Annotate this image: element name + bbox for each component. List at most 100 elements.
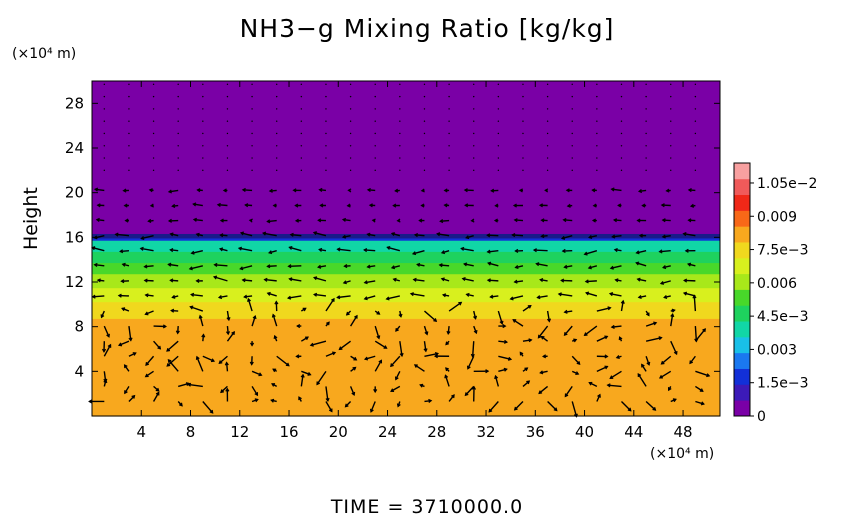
colorbar-segment xyxy=(734,336,750,354)
wind-dot xyxy=(596,132,598,135)
field-band xyxy=(92,201,720,205)
wind-arrow xyxy=(441,277,450,282)
x-tick-label: 40 xyxy=(575,423,594,441)
wind-arrow xyxy=(267,292,277,297)
field-band xyxy=(92,256,720,261)
wind-arrow xyxy=(191,293,203,297)
wind-dot xyxy=(670,108,672,110)
field-band xyxy=(92,326,720,331)
wind-arrow-head xyxy=(451,394,455,399)
wind-arrow-head xyxy=(583,332,588,336)
wind-dot xyxy=(251,132,253,135)
wind-arrow xyxy=(364,280,376,284)
wind-arrow xyxy=(167,359,179,372)
wind-arrow xyxy=(124,386,130,394)
wind-arrow-head xyxy=(124,218,129,223)
wind-arrow xyxy=(251,370,262,376)
wind-arrow xyxy=(596,365,608,372)
wind-dot xyxy=(177,132,179,135)
wind-dot xyxy=(374,95,376,98)
wind-dot xyxy=(374,83,376,86)
wind-arrow xyxy=(412,250,425,255)
field-band xyxy=(92,100,720,104)
wind-arrow-head xyxy=(702,328,706,333)
wind-vectors xyxy=(88,187,711,418)
wind-arrow-head xyxy=(353,356,358,361)
wind-arrow-head xyxy=(489,294,494,299)
wind-arrow xyxy=(313,276,327,282)
wind-dot xyxy=(152,95,155,98)
wind-arrow-head xyxy=(433,318,438,322)
wind-arrow-head xyxy=(493,218,498,223)
wind-dot xyxy=(620,120,623,122)
wind-arrow xyxy=(367,189,376,192)
wind-arrow-head xyxy=(562,217,567,223)
wind-arrow xyxy=(641,364,647,372)
wind-arrow-head xyxy=(395,327,399,332)
field-band xyxy=(92,410,720,414)
field-band xyxy=(92,226,720,230)
wind-arrow xyxy=(310,340,327,347)
wind-arrow-head xyxy=(511,233,516,238)
wind-dot xyxy=(522,157,524,159)
wind-arrow-head xyxy=(93,235,98,240)
field-band xyxy=(92,251,720,255)
wind-arrow-head xyxy=(145,362,150,366)
wind-arrow-head xyxy=(166,347,171,352)
wind-arrow xyxy=(170,233,179,237)
wind-dot xyxy=(497,132,500,135)
wind-arrow xyxy=(349,315,358,327)
wind-arrow-head xyxy=(237,246,243,251)
field-band xyxy=(92,382,720,386)
wind-arrow-head xyxy=(336,247,341,252)
wind-arrow-head xyxy=(195,232,200,237)
wind-dot xyxy=(571,95,573,98)
wind-dot xyxy=(226,145,229,147)
wind-arrow-head xyxy=(409,292,414,297)
wind-arrow-head xyxy=(585,291,590,296)
wind-arrow xyxy=(199,315,204,327)
wind-arrow xyxy=(218,295,228,299)
wind-arrow xyxy=(325,386,329,401)
wind-dot xyxy=(300,83,303,86)
wind-dot xyxy=(399,132,401,135)
wind-arrow-head xyxy=(216,202,221,207)
wind-dot xyxy=(226,120,229,122)
wind-dot xyxy=(128,120,130,122)
wind-dot xyxy=(448,95,450,98)
wind-arrow-head xyxy=(607,306,612,311)
wind-arrow-head xyxy=(149,203,154,208)
wind-arrow xyxy=(217,204,228,207)
colorbar-segment xyxy=(734,273,750,290)
field-band xyxy=(92,161,720,166)
field-band xyxy=(92,407,720,412)
wind-dot xyxy=(473,157,475,159)
wind-arrow xyxy=(140,247,154,252)
wind-arrow-head xyxy=(513,279,518,284)
wind-arrow xyxy=(188,383,203,388)
wind-arrow-head xyxy=(341,234,347,239)
wind-arrow xyxy=(342,218,351,222)
field-band xyxy=(92,209,720,213)
wind-dot xyxy=(399,83,401,86)
wind-arrow xyxy=(464,385,475,396)
wind-arrow-head xyxy=(665,188,670,193)
wind-dot xyxy=(596,83,598,86)
wind-arrow-head xyxy=(641,363,645,368)
field-band xyxy=(92,97,720,102)
field-band xyxy=(92,346,720,350)
wind-arrow xyxy=(584,250,598,255)
wind-arrow-head xyxy=(167,218,172,223)
field-band xyxy=(92,376,720,381)
wind-arrow-head xyxy=(667,387,672,392)
wind-arrow xyxy=(196,356,204,372)
wind-arrow xyxy=(103,344,112,357)
field-band xyxy=(92,198,720,202)
wind-dot xyxy=(128,108,130,110)
wind-dot xyxy=(177,83,179,86)
wind-arrow-head xyxy=(241,187,246,193)
wind-dot xyxy=(694,132,697,135)
wind-arrow xyxy=(689,355,696,364)
wind-arrow-head xyxy=(540,234,545,239)
wind-arrow xyxy=(662,219,671,222)
